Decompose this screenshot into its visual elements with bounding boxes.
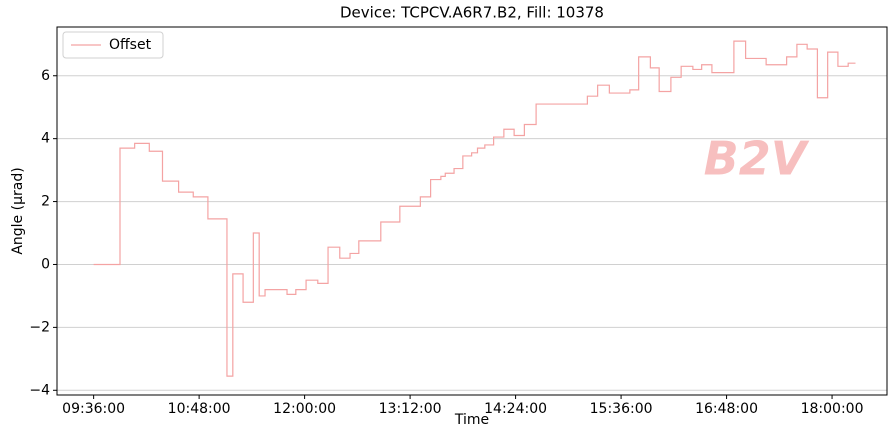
chart-title: Device: TCPCV.A6R7.B2, Fill: 10378 [340,4,604,22]
watermark: B2V [704,132,810,186]
x-tick-label: 10:48:00 [168,401,231,417]
legend-box [62,31,164,59]
x-tick-label: 12:00:00 [273,401,336,417]
series-line [93,40,856,377]
x-tick-label: 18:00:00 [801,401,864,417]
y-tick-label: 6 [41,68,50,84]
y-tick-label: −4 [29,382,50,398]
x-tick-label: 09:36:00 [62,401,125,417]
x-tick-label: 15:36:00 [590,401,653,417]
y-tick-label: 0 [41,256,50,272]
legend-label: Offset [109,37,152,53]
plot-frame [56,26,888,396]
y-tick-label: 2 [41,194,50,210]
x-tick-label: 13:12:00 [379,401,442,417]
x-tick-label: 16:48:00 [695,401,758,417]
x-tick-label: 14:24:00 [484,401,547,417]
y-tick-label: 4 [41,131,50,147]
x-axis-label: Time [454,412,489,428]
y-tick-label: −2 [29,319,50,335]
y-axis-label: Angle (μrad) [10,167,26,254]
